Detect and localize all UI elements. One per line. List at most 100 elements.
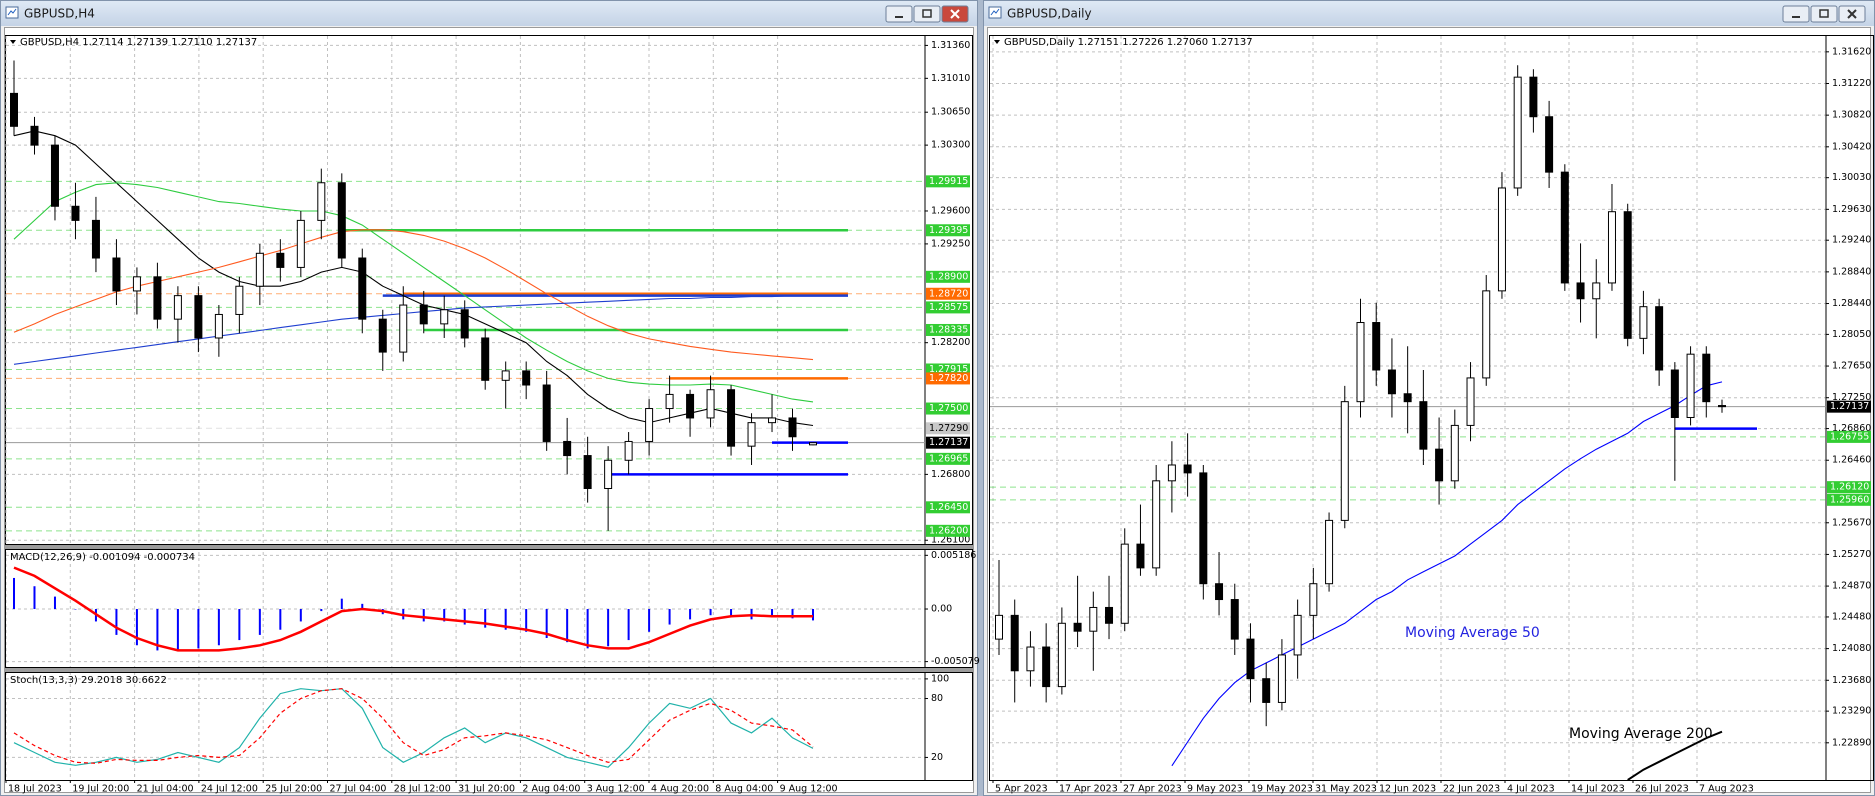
macd-histogram-bar bbox=[361, 603, 364, 610]
y-tick-label: 80 bbox=[931, 693, 943, 704]
candle-body bbox=[296, 219, 305, 268]
close-button[interactable] bbox=[941, 5, 969, 23]
macd-histogram-bar bbox=[771, 609, 774, 618]
minimize-button[interactable] bbox=[1782, 5, 1810, 23]
x-tick-label: 19 May 2023 bbox=[1251, 784, 1313, 795]
close-glyph bbox=[1847, 9, 1857, 19]
macd-histogram-bar bbox=[74, 609, 77, 610]
x-tick-label: 8 Aug 04:00 bbox=[715, 784, 773, 795]
price-label-box bbox=[926, 270, 970, 283]
price-label: 1.26120 bbox=[1830, 482, 1869, 493]
price-label-box bbox=[926, 422, 970, 435]
y-tick-label: 1.30420 bbox=[1832, 141, 1871, 152]
macd-histogram-bar bbox=[320, 609, 323, 612]
macd-histogram-bar bbox=[668, 609, 671, 625]
x-tick-label: 31 Jul 20:00 bbox=[458, 784, 515, 795]
candle-body bbox=[542, 384, 551, 442]
candle-body bbox=[1435, 448, 1444, 482]
y-tick-label: 0.005186 bbox=[931, 550, 976, 561]
candle-body bbox=[440, 309, 449, 325]
y-tick-label: 1.27250 bbox=[1832, 392, 1871, 403]
pane-separator bbox=[5, 545, 973, 549]
minimize-button[interactable] bbox=[885, 5, 913, 23]
y-tick-label: 1.26860 bbox=[1832, 423, 1871, 434]
price-label-box bbox=[1827, 481, 1871, 494]
macd-histogram-bar bbox=[217, 609, 220, 646]
candle-body bbox=[1026, 646, 1035, 672]
macd-histogram-bar bbox=[33, 586, 36, 610]
close-button[interactable] bbox=[1838, 5, 1866, 23]
macd-histogram-bar bbox=[586, 609, 589, 649]
candle-body bbox=[1105, 606, 1114, 624]
macd-histogram-bar bbox=[156, 609, 159, 651]
y-tick-label: 1.31360 bbox=[931, 40, 970, 51]
price-label-box bbox=[1827, 493, 1871, 506]
y-tick-label: 1.22890 bbox=[1832, 737, 1871, 748]
x-tick-label: 22 Jun 2023 bbox=[1443, 784, 1500, 795]
x-tick-label: 27 Apr 2023 bbox=[1123, 784, 1182, 795]
stoch-signal-line bbox=[13, 688, 814, 764]
x-tick-label: 19 Jul 20:00 bbox=[72, 784, 129, 795]
candle-body bbox=[132, 276, 141, 292]
macd-histogram-bar bbox=[176, 609, 179, 651]
candle-body bbox=[1199, 472, 1208, 585]
candle-body bbox=[1497, 187, 1506, 292]
candle-body bbox=[686, 393, 695, 419]
price-label-box bbox=[926, 402, 970, 415]
candle-body bbox=[1277, 654, 1286, 703]
macd-histogram-bar bbox=[812, 609, 814, 621]
candle-body bbox=[563, 440, 572, 457]
candle-body bbox=[1450, 424, 1459, 482]
y-tick-label: 1.27650 bbox=[1832, 361, 1871, 372]
window-title: GBPUSD,Daily bbox=[1007, 7, 1092, 21]
candle-body bbox=[1136, 543, 1145, 569]
candle-body bbox=[1545, 116, 1554, 173]
chart-window: GBPUSD,Daily 5 Apr 2023 17 Apr 2023 27 Apr … bbox=[983, 0, 1875, 796]
candle-body bbox=[214, 313, 223, 339]
x-tick-label: 31 May 2023 bbox=[1315, 784, 1377, 795]
maximize-glyph bbox=[1819, 9, 1829, 18]
macd-histogram-bar bbox=[525, 609, 528, 632]
candle-body bbox=[1057, 622, 1066, 688]
macd-histogram-bar bbox=[53, 596, 56, 610]
macd-histogram-bar bbox=[484, 609, 487, 628]
moving-average-line bbox=[13, 229, 814, 361]
indicator-plot bbox=[13, 688, 814, 768]
price-label-box bbox=[926, 323, 970, 336]
candle-body bbox=[194, 295, 203, 339]
macd-histogram-bar bbox=[197, 609, 200, 649]
y-tick-label: 1.28840 bbox=[1832, 266, 1871, 277]
candle-body bbox=[1655, 306, 1664, 371]
price-label-box bbox=[926, 452, 970, 465]
chart-header: GBPUSD,H4 1.27114 1.27139 1.27110 1.2713… bbox=[20, 37, 257, 48]
candle-body bbox=[378, 318, 387, 353]
candle-body bbox=[235, 285, 244, 315]
y-tick-label: 1.24870 bbox=[1832, 581, 1871, 592]
candle-body bbox=[604, 459, 613, 489]
candle-body bbox=[399, 304, 408, 353]
candle-body bbox=[1183, 464, 1192, 474]
y-tick-label: 1.28440 bbox=[1832, 298, 1871, 309]
candle-body bbox=[91, 219, 100, 259]
candle-body bbox=[1419, 401, 1428, 450]
price-label: 1.28575 bbox=[929, 302, 968, 313]
price-label: 1.27915 bbox=[929, 364, 968, 375]
price-label-box bbox=[926, 501, 970, 514]
maximize-glyph bbox=[922, 9, 932, 18]
x-tick-label: 17 Apr 2023 bbox=[1059, 784, 1118, 795]
price-label: 1.28335 bbox=[929, 324, 968, 335]
maximize-button[interactable] bbox=[913, 5, 941, 23]
candle-body bbox=[71, 205, 80, 221]
candle-body bbox=[481, 337, 490, 381]
candle-body bbox=[1607, 211, 1616, 284]
maximize-button[interactable] bbox=[1810, 5, 1838, 23]
y-tick-label: 1.28200 bbox=[931, 337, 970, 348]
candle-body bbox=[1089, 606, 1098, 632]
price-label: 1.29915 bbox=[929, 176, 968, 187]
y-tick-label: 1.30650 bbox=[931, 107, 970, 118]
moving-average-line bbox=[13, 182, 814, 403]
candle-body bbox=[1356, 322, 1365, 403]
x-tick-label: 3 Aug 12:00 bbox=[587, 784, 645, 795]
macd-histogram-bar bbox=[607, 609, 610, 647]
